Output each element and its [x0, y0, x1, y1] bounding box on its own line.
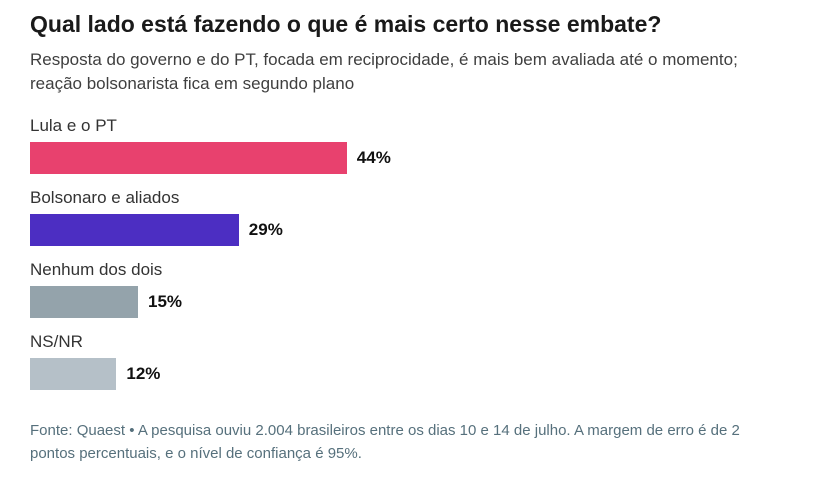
chart-subtitle: Resposta do governo e do PT, focada em r… [30, 49, 738, 94]
bar [30, 142, 347, 175]
bar-value: 15% [148, 292, 183, 312]
bar-category-label: Bolsonaro e aliados [30, 188, 180, 208]
bar-value: 12% [126, 364, 161, 384]
bar-category-label: Lula e o PT [30, 116, 117, 136]
bar-category-label: Nenhum dos dois [30, 260, 163, 280]
bar-line: 44% [30, 142, 785, 175]
bar-line: 12% [30, 358, 785, 391]
bar-line: 29% [30, 214, 785, 247]
bar-row: Nenhum dos dois 15% [30, 260, 785, 319]
bar-row: Lula e o PT 44% [30, 116, 785, 175]
bar-value: 44% [356, 148, 391, 168]
bar-row: Bolsonaro e aliados 29% [30, 188, 785, 247]
bar-line: 15% [30, 286, 785, 319]
bar-row: NS/NR 12% [30, 332, 785, 391]
bar-category-label: NS/NR [30, 332, 83, 352]
chart-source: Fonte: Quaest • A pesquisa ouviu 2.004 b… [30, 422, 740, 462]
bar [30, 358, 117, 391]
chart-title: Qual lado está fazendo o que é mais cert… [30, 11, 662, 37]
bar-value: 29% [248, 220, 283, 240]
bar [30, 286, 138, 319]
bar-chart: Lula e o PT 44% Bolsonaro e aliados 29% … [30, 116, 785, 391]
bar [30, 214, 239, 247]
